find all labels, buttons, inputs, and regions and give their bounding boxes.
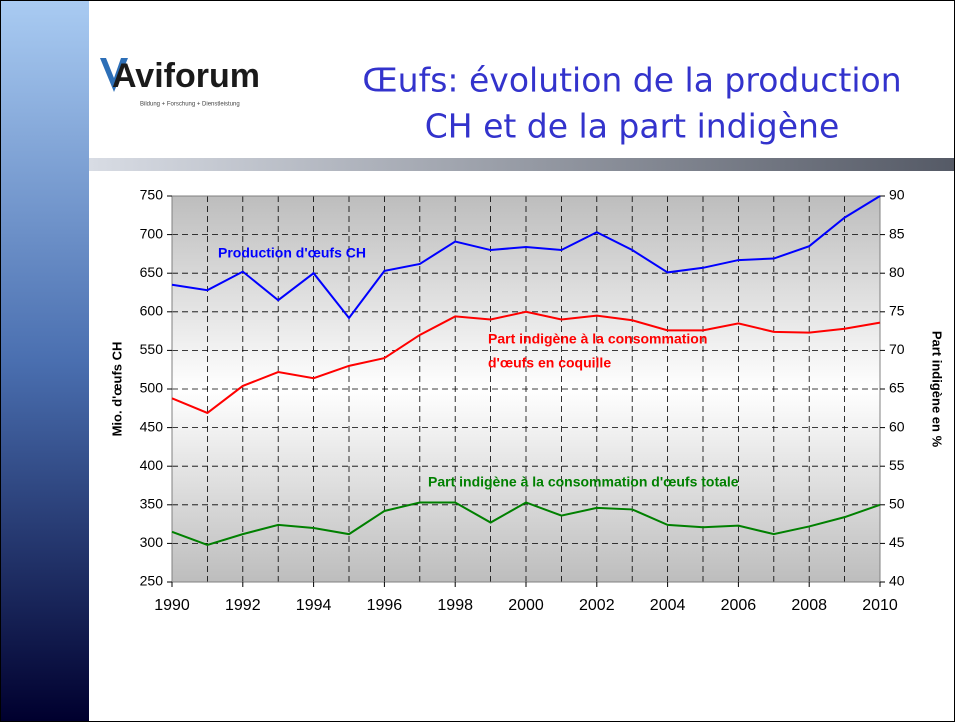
y-tick-label: 750: [140, 187, 164, 203]
x-tick-label: 1994: [296, 597, 332, 614]
side-bar: [1, 1, 89, 721]
series-line: [171, 501, 881, 546]
y2-tick-label: 90: [889, 187, 905, 203]
x-tick-label: 2010: [862, 597, 898, 614]
annotation: Part indigène à la consommation: [488, 331, 707, 347]
title-line: CH et de la part indigène: [425, 107, 840, 146]
x-tick-label: 1998: [437, 597, 473, 614]
header-bar: [89, 158, 954, 171]
x-tick-label: 1990: [154, 597, 190, 614]
x-tick-label: 2002: [579, 597, 615, 614]
y-tick-label: 350: [140, 496, 164, 512]
annotation: d'œufs en coquille: [488, 355, 611, 371]
logo: Aviforum Bildung + Forschung + Dienstlei…: [100, 57, 260, 108]
x-tick-label: 2008: [791, 597, 827, 614]
annotation: Part indigène à la consommation d'œufs t…: [428, 474, 739, 490]
y2-tick-label: 65: [889, 380, 905, 396]
x-tick-label: 2004: [650, 597, 686, 614]
y-axis-label: Mio. d'œufs CH: [109, 342, 124, 437]
y-tick-label: 300: [140, 534, 164, 550]
y2-tick-label: 85: [889, 225, 905, 241]
logo-mark: [100, 58, 128, 92]
x-tick-label: 1992: [225, 597, 261, 614]
y-tick-label: 700: [140, 225, 164, 241]
series-line: [171, 195, 881, 320]
y-tick-label: 500: [140, 380, 164, 396]
y2-tick-label: 40: [889, 573, 905, 589]
x-tick-label: 2000: [508, 597, 544, 614]
y-tick-label: 550: [140, 341, 164, 357]
series-line: [171, 310, 881, 415]
y2-tick-label: 70: [889, 341, 905, 357]
y2-tick-label: 50: [889, 496, 905, 512]
y2-axis-label: Part indigène en %: [930, 331, 945, 448]
title-line: Œufs: évolution de la production: [362, 61, 901, 100]
y-tick-label: 250: [140, 573, 164, 589]
x-tick-label: 2006: [721, 597, 757, 614]
logo-tagline: Bildung + Forschung + Dienstleistung: [140, 102, 240, 108]
y2-tick-label: 45: [889, 534, 905, 550]
y-tick-label: 650: [140, 264, 164, 280]
logo-name: Aviforum: [112, 57, 260, 95]
y2-tick-label: 55: [889, 457, 905, 473]
y2-tick-label: 80: [889, 264, 905, 280]
y2-tick-label: 75: [889, 303, 905, 319]
y2-tick-label: 60: [889, 418, 905, 434]
y-tick-label: 400: [140, 457, 164, 473]
y-tick-label: 450: [140, 418, 164, 434]
x-tick-label: 1996: [367, 597, 403, 614]
y-tick-label: 600: [140, 303, 164, 319]
annotation: Production d'œufs CH: [218, 245, 366, 261]
